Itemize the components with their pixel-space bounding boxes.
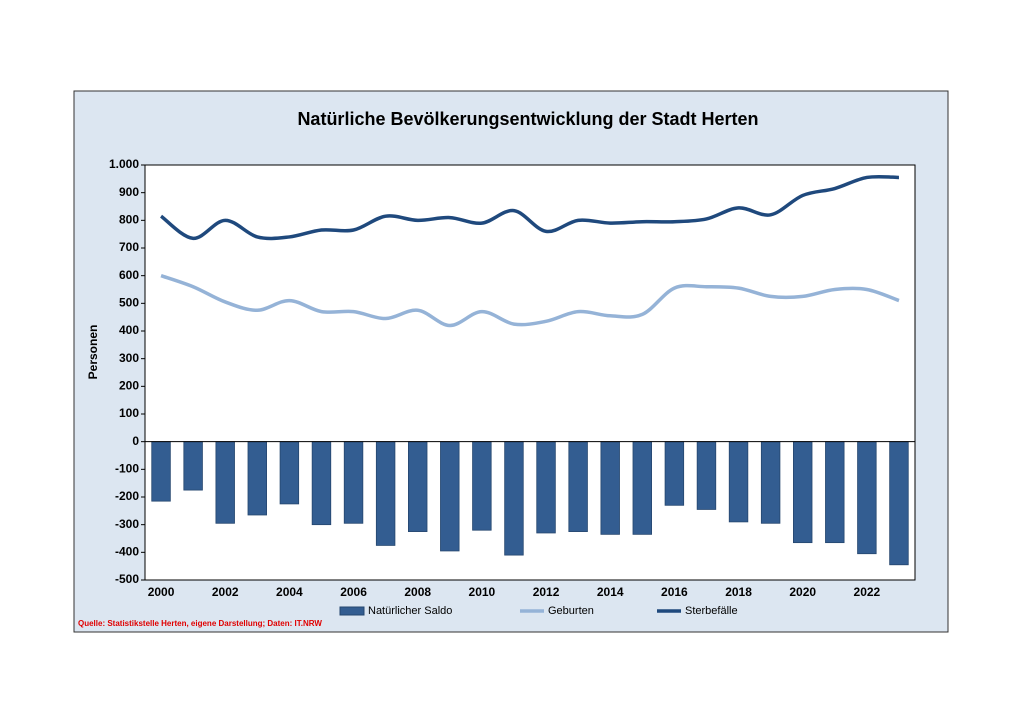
x-tick-label: 2016 (661, 585, 688, 599)
y-tick-label: 600 (119, 268, 139, 282)
source-note: Quelle: Statistikstelle Herten, eigene D… (78, 619, 322, 628)
bar (793, 441, 813, 544)
y-tick-label: 200 (119, 379, 139, 393)
x-tick-label: 2012 (533, 585, 560, 599)
bar (375, 441, 396, 546)
bar (440, 441, 460, 552)
bar (728, 441, 749, 523)
line (160, 274, 900, 328)
x-tick-label: 2018 (725, 585, 752, 599)
legend-label: Natürlicher Saldo (368, 605, 452, 617)
bar (215, 441, 235, 524)
bar (311, 441, 332, 526)
bar (472, 441, 492, 531)
x-tick-label: 2002 (212, 585, 239, 599)
bar (151, 441, 171, 502)
legend-label: Geburten (548, 605, 594, 617)
x-tick-label: 2014 (597, 585, 624, 599)
y-axis-label: Personen (86, 325, 100, 380)
y-tick-label: 0 (132, 434, 139, 448)
y-tick-label: -400 (115, 545, 139, 559)
plot: -500 -400 -300 -200 -100 0 100 200 300 400 500 600 7… (109, 157, 915, 617)
bar (632, 441, 652, 535)
line (159, 174, 899, 241)
plot-area (144, 164, 916, 581)
x-tick-label: 2022 (854, 585, 881, 599)
y-tick-label: -300 (115, 517, 139, 531)
x-tick-label: 2004 (276, 585, 303, 599)
bar (760, 441, 781, 524)
y-tick-label: 800 (119, 213, 139, 227)
y-tick-label: 100 (119, 406, 139, 420)
bar (568, 441, 588, 532)
y-tick-label: 700 (119, 240, 139, 254)
bar (408, 441, 428, 532)
chart-title: Natürliche Bevölkerungsentwicklung der S… (297, 109, 758, 129)
y-tick-label: 900 (119, 185, 139, 199)
bar (664, 441, 685, 506)
bar (857, 441, 877, 555)
bar (889, 441, 909, 566)
x-tick-label: 2010 (469, 585, 496, 599)
y-tick-label: 500 (119, 296, 139, 310)
bar (536, 441, 556, 534)
bar (504, 441, 524, 556)
x-tick-label: 2000 (148, 585, 175, 599)
bar (825, 441, 845, 544)
bar (279, 441, 300, 505)
bar (696, 441, 717, 510)
y-tick-label: -200 (115, 489, 139, 503)
bar (247, 441, 267, 516)
x-tick-label: 2020 (789, 585, 816, 599)
bar (343, 441, 364, 524)
y-tick-label: 300 (119, 351, 139, 365)
y-tick-label: 1.000 (109, 157, 139, 171)
bar (183, 441, 203, 491)
bar (600, 441, 620, 535)
legend-swatch (339, 606, 365, 616)
y-tick-label: -100 (115, 462, 139, 476)
y-tick-label: 400 (119, 323, 139, 337)
x-tick-label: 2006 (340, 585, 367, 599)
y-tick-label: -500 (115, 572, 139, 586)
legend-label: Sterbefälle (685, 605, 738, 617)
x-tick-label: 2008 (404, 585, 431, 599)
